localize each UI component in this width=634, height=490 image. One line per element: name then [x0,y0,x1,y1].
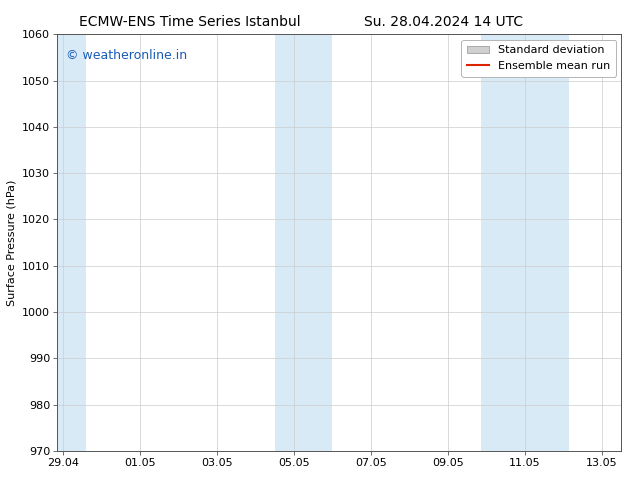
Bar [481,34,569,451]
Text: ECMW-ENS Time Series Istanbul: ECMW-ENS Time Series Istanbul [79,15,301,29]
Text: © weatheronline.in: © weatheronline.in [65,49,186,62]
Bar [57,34,86,451]
Bar [275,34,332,451]
Legend: Standard deviation, Ensemble mean run: Standard deviation, Ensemble mean run [462,40,616,76]
Y-axis label: Surface Pressure (hPa): Surface Pressure (hPa) [6,179,16,306]
Text: Su. 28.04.2024 14 UTC: Su. 28.04.2024 14 UTC [365,15,523,29]
